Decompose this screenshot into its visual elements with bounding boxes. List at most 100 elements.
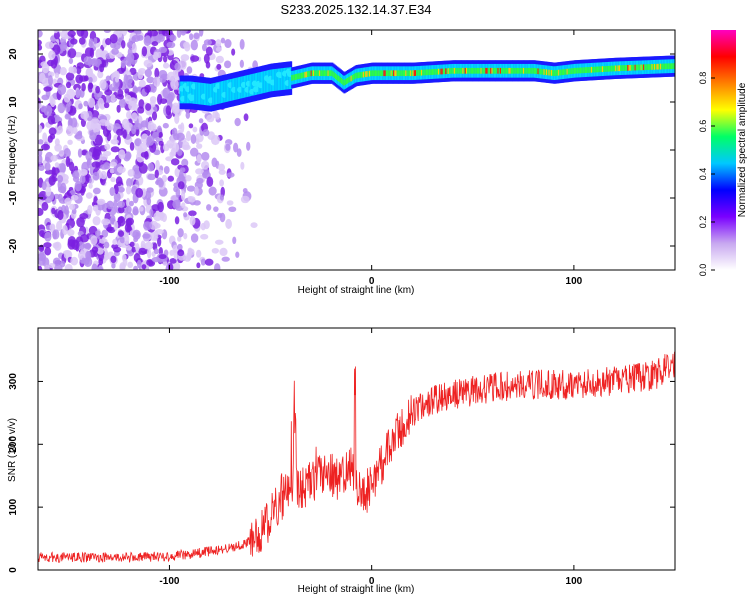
- ridge-core: [456, 67, 459, 74]
- noise-blob: [96, 247, 104, 255]
- ridge-core: [313, 70, 316, 77]
- noise-blob: [132, 229, 141, 240]
- noise-blob: [126, 52, 135, 63]
- noise-blob: [106, 123, 114, 131]
- noise-blob: [153, 248, 160, 255]
- noise-blob: [66, 125, 74, 137]
- ridge-core: [382, 70, 385, 77]
- ridge-core: [480, 67, 483, 74]
- ridge-core: [478, 67, 481, 74]
- noise-blob: [224, 39, 232, 49]
- ridge-core: [524, 67, 527, 74]
- noise-blob: [143, 59, 153, 68]
- noise-blob: [126, 205, 132, 214]
- ridge-core: [644, 64, 647, 71]
- ridge-core: [508, 67, 511, 74]
- ridge-core: [427, 69, 430, 76]
- noise-blob: [94, 134, 103, 146]
- ridge-mid: [215, 82, 219, 105]
- ridge-core: [296, 73, 299, 80]
- noise-blob: [204, 258, 214, 266]
- noise-blob: [102, 150, 112, 157]
- noise-blob: [38, 207, 44, 217]
- ridge-core: [401, 70, 404, 77]
- ridge-core: [351, 74, 355, 81]
- ridge-core: [374, 70, 378, 77]
- noise-blob: [58, 149, 65, 157]
- ridge-core: [325, 70, 328, 77]
- noise-blob: [89, 47, 95, 59]
- ridge-core: [396, 70, 399, 77]
- colorbar-tick-label: 0.6: [698, 120, 708, 133]
- ridge-core: [519, 67, 522, 74]
- spectrogram-xlabel: Height of straight line (km): [298, 285, 415, 296]
- ridge-core: [495, 67, 498, 74]
- ridge-core: [416, 70, 419, 76]
- noise-blob: [117, 230, 125, 237]
- ridge-core: [316, 70, 319, 77]
- ridge-core: [528, 67, 532, 74]
- noise-blob: [126, 110, 132, 120]
- ridge-core: [547, 69, 550, 76]
- ridge-core: [610, 65, 613, 72]
- noise-blob: [177, 236, 182, 242]
- ridge-core: [413, 70, 416, 76]
- noise-blob: [114, 184, 119, 195]
- ridge-core: [505, 67, 509, 74]
- noise-blob: [57, 210, 64, 221]
- noise-blob: [201, 151, 210, 161]
- noise-blob: [93, 37, 98, 45]
- ridge-core: [556, 69, 560, 76]
- noise-blob: [239, 59, 244, 68]
- spectrogram-ylabel: Frequency (Hz): [7, 116, 18, 185]
- ridge-core: [603, 66, 606, 72]
- ridge-core: [346, 77, 350, 84]
- noise-blob: [232, 236, 237, 245]
- noise-blob: [48, 175, 56, 186]
- noise-blob: [189, 147, 199, 157]
- noise-blob: [95, 85, 101, 94]
- ridge-core: [491, 67, 494, 74]
- snr-xtick-label: -100: [159, 576, 179, 587]
- ridge-core: [350, 75, 353, 82]
- ridge-mid: [264, 70, 267, 93]
- noise-blob: [38, 88, 41, 96]
- noise-blob: [44, 162, 51, 171]
- ridge-core: [498, 67, 501, 74]
- ridge-core: [433, 69, 436, 75]
- noise-blob: [57, 125, 64, 134]
- noise-blob: [54, 241, 62, 251]
- noise-blob: [118, 98, 127, 108]
- noise-blob: [82, 243, 92, 249]
- noise-blob: [127, 169, 135, 177]
- noise-blob: [97, 97, 105, 109]
- noise-blob: [79, 174, 86, 185]
- noise-blob: [206, 176, 214, 188]
- noise-blob: [63, 148, 71, 159]
- ridge-mid: [209, 83, 213, 106]
- ridge-core: [414, 70, 418, 76]
- ridge-core: [434, 69, 437, 75]
- ridge-core: [308, 70, 311, 77]
- noise-blob: [59, 162, 66, 174]
- ridge-core: [344, 79, 347, 85]
- noise-blob: [77, 241, 85, 250]
- noise-blob: [192, 126, 198, 133]
- ridge-core: [581, 67, 584, 74]
- ridge-core: [305, 71, 308, 78]
- ridge-core: [570, 68, 573, 75]
- colorbar-label: Normalized spectral amplitude: [737, 82, 748, 217]
- ridge-core: [518, 67, 521, 74]
- noise-blob: [151, 256, 161, 263]
- noise-blob: [138, 247, 147, 256]
- ridge-core: [660, 63, 663, 70]
- ridge-core: [457, 67, 460, 74]
- ridge-core: [372, 70, 375, 77]
- noise-blob: [234, 117, 241, 127]
- noise-blob: [200, 160, 210, 170]
- ridge-core: [310, 70, 313, 77]
- spectrogram-ytick-label: -10: [8, 190, 19, 205]
- noise-blob: [85, 192, 93, 199]
- noise-blob: [73, 165, 79, 172]
